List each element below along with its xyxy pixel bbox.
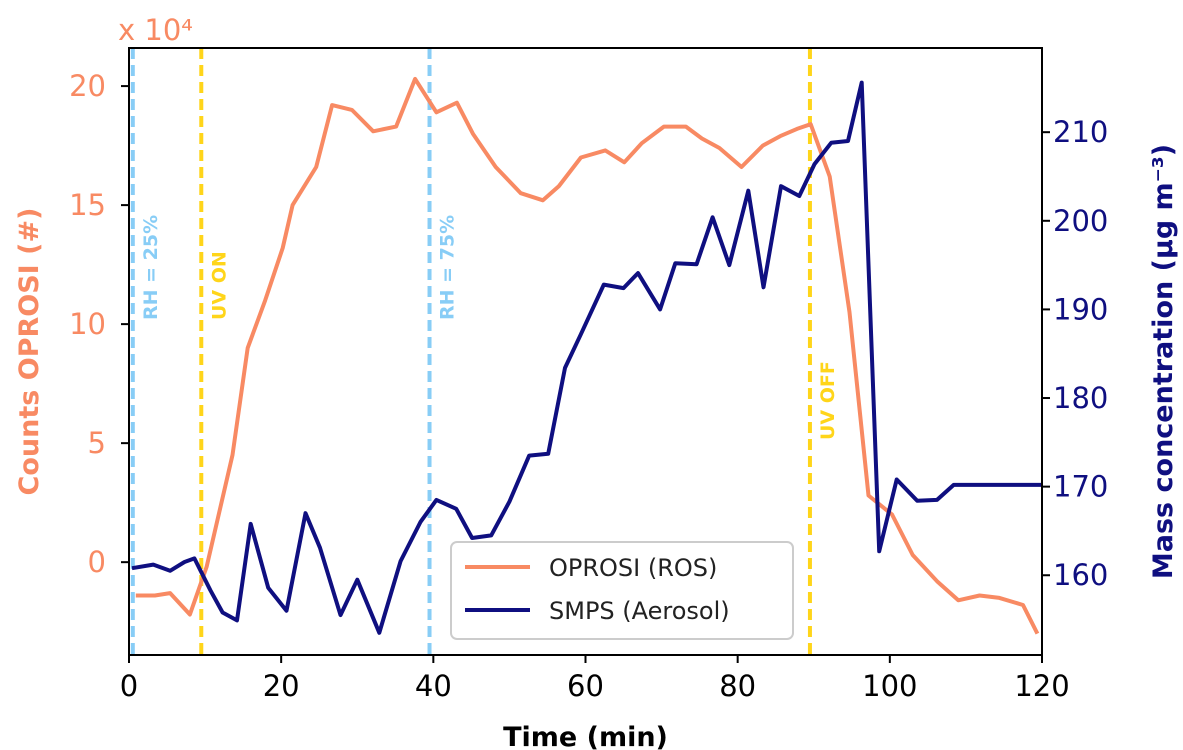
left-tick-label: 5 bbox=[88, 426, 106, 460]
vertical-marker-label: UV OFF bbox=[817, 361, 839, 440]
right-axis-title: Mass concentration (μg m⁻³) bbox=[1148, 144, 1179, 579]
x-tick-label: 0 bbox=[120, 669, 138, 703]
x-tick-label: 20 bbox=[263, 669, 300, 703]
x-tick-label: 40 bbox=[415, 669, 452, 703]
vertical-markers: RH = 25% UV ON RH = 75% UV OFF bbox=[130, 48, 839, 655]
series-line bbox=[131, 80, 1042, 635]
legend: OPROSI (ROS) SMPS (Aerosol) bbox=[450, 541, 794, 640]
right-tick-label: 170 bbox=[1053, 470, 1108, 504]
left-tick-label: 20 bbox=[69, 69, 106, 103]
data-series bbox=[131, 76, 1042, 635]
right-tick-label: 200 bbox=[1053, 204, 1108, 238]
x-tick-label: 120 bbox=[1014, 669, 1069, 703]
x-tick-label: 100 bbox=[862, 669, 917, 703]
vertical-marker-label: RH = 25% bbox=[140, 215, 162, 320]
x-axis-title: Time (min) bbox=[503, 722, 668, 750]
left-tick-label: 15 bbox=[69, 188, 106, 222]
legend-label: SMPS (Aerosol) bbox=[549, 597, 730, 625]
vertical-marker-label: UV ON bbox=[208, 251, 230, 320]
vertical-marker-label: RH = 75% bbox=[437, 215, 459, 320]
right-tick-label: 160 bbox=[1053, 558, 1108, 592]
right-tick-label: 190 bbox=[1053, 292, 1108, 326]
x-tick-label: 60 bbox=[567, 669, 604, 703]
left-tick-label: 0 bbox=[88, 545, 106, 579]
legend-box bbox=[450, 541, 794, 640]
left-tick-label: 10 bbox=[69, 307, 106, 341]
left-axis-multiplier: x 10⁴ bbox=[118, 13, 193, 47]
right-tick-label: 210 bbox=[1053, 115, 1108, 149]
right-tick-label: 180 bbox=[1053, 381, 1108, 415]
axis-ticks: 0 20 40 60 80 100 120 0 5 10 15 20 160 170 180 190 200 21… bbox=[69, 69, 1108, 703]
legend-label: OPROSI (ROS) bbox=[549, 554, 717, 582]
x-tick-label: 80 bbox=[719, 669, 756, 703]
left-axis-title: Counts OPROSI (#) bbox=[14, 208, 45, 496]
